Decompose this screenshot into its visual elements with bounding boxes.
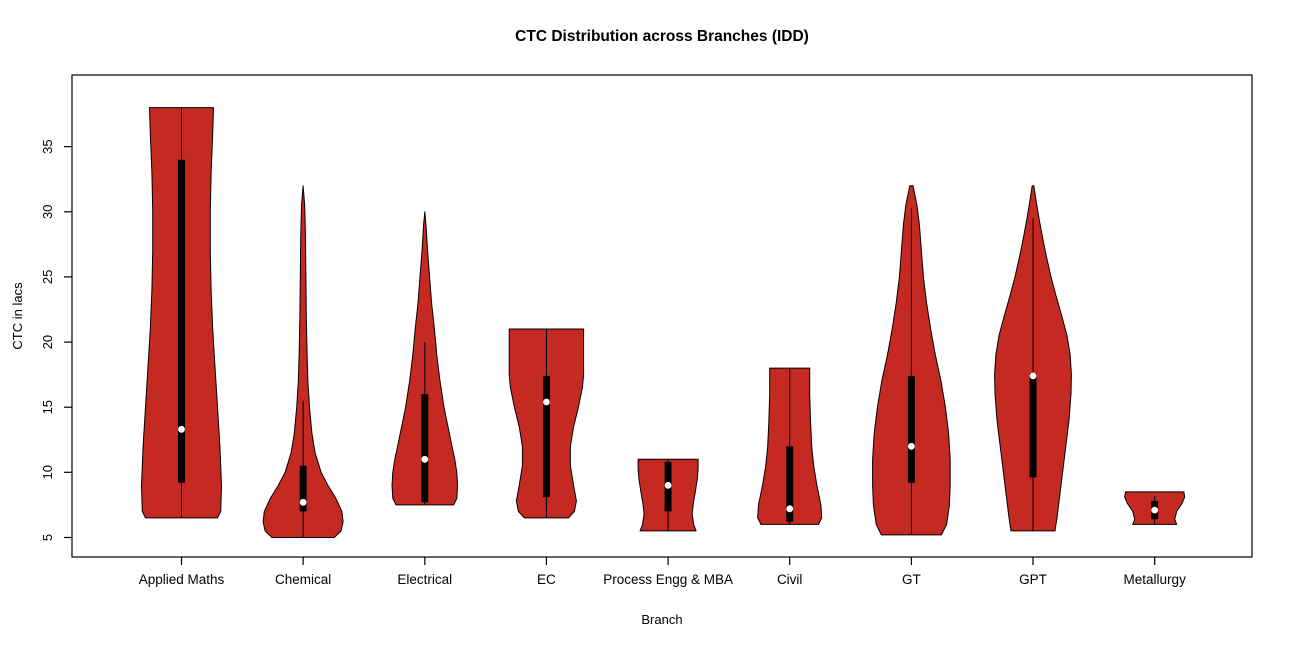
x-category-label-chemical: Chemical	[275, 572, 331, 587]
median-dot	[1151, 506, 1159, 514]
x-category-label-gt: GT	[902, 572, 921, 587]
x-category-label-civil: Civil	[777, 572, 803, 587]
violin-gpt	[994, 185, 1072, 532]
x-category-label-applied-maths: Applied Maths	[139, 572, 225, 587]
median-dot	[664, 482, 672, 489]
violin-ec	[508, 328, 585, 519]
y-tick-label: 30	[40, 205, 55, 219]
y-tick-label: 35	[40, 139, 55, 153]
y-tick-label: 15	[40, 400, 55, 414]
violin-chemical	[262, 185, 344, 538]
median-dot	[421, 455, 429, 463]
violin-civil	[757, 367, 823, 525]
median-dot	[907, 442, 915, 450]
plot-border	[71, 74, 1253, 558]
y-tick-label: 25	[40, 270, 55, 284]
violin-gt	[872, 185, 951, 536]
plot-area: 5 10 15 20 25 30 35 Applied Maths Chemical Electr…	[40, 74, 1253, 587]
violin-metallurgy	[1124, 491, 1186, 525]
x-axis-label: Branch	[641, 612, 682, 627]
violin-electrical	[391, 211, 459, 506]
median-dot	[1029, 372, 1037, 380]
y-tick-label: 10	[40, 465, 55, 479]
x-category-label-electrical: Electrical	[397, 572, 452, 587]
violin-process-engg-mba	[637, 458, 699, 532]
y-axis-label: CTC in lacs	[10, 282, 25, 350]
median-dot	[178, 425, 185, 433]
x-category-label-ec: EC	[537, 572, 556, 587]
y-tick-label: 20	[40, 335, 55, 349]
median-dot	[786, 505, 794, 513]
x-category-label-process-engg-mba: Process Engg & MBA	[603, 572, 733, 587]
x-category-label-metallurgy: Metallurgy	[1124, 572, 1187, 587]
median-dot	[543, 398, 550, 406]
median-dot	[299, 498, 307, 506]
violin-applied-maths	[141, 107, 222, 519]
chart-title: CTC Distribution across Branches (IDD)	[515, 28, 809, 45]
x-category-label-gpt: GPT	[1019, 572, 1047, 587]
y-tick-label: 5	[40, 534, 55, 541]
violin-shape	[262, 185, 344, 538]
